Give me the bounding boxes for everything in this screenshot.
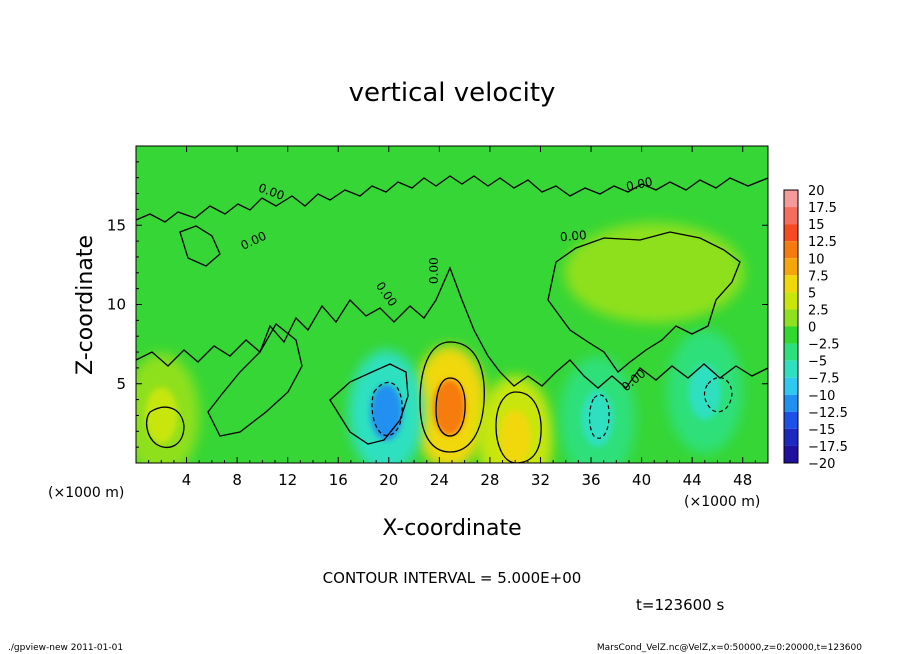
colorbar-swatch [784, 445, 798, 463]
colorbar-swatch [784, 224, 798, 242]
colorbar: 20 17.5 15 12.5 10 7.5 5 2.5 0 −2.5 −5 −7.5 −10 −12.5… [783, 184, 848, 472]
colorbar-swatch [784, 207, 798, 225]
x-tick-label: 44 [683, 471, 702, 489]
colorbar-label: −7.5 [808, 372, 840, 387]
y-tick-label: 15 [107, 216, 126, 234]
contour-east-dome [547, 231, 741, 373]
x-tick-label: 16 [329, 471, 348, 489]
x-unit-right: (×1000 m) [684, 494, 760, 510]
contour-west-negative [371, 381, 403, 437]
plot-area: 0.00 0.00 0.00 0.00 0.00 0.00 0.00 [136, 146, 768, 463]
colorbar-swatch [784, 360, 798, 378]
field-core [433, 379, 466, 436]
colorbar-swatch [784, 275, 798, 293]
y-tick-label: 5 [116, 375, 126, 393]
colorbar-label: −17.5 [808, 440, 848, 455]
contour-core-outer [419, 341, 485, 453]
dashed-contours [371, 376, 733, 439]
colorbar-swatch [784, 394, 798, 412]
x-tick-label: 28 [480, 471, 499, 489]
colorbar-label: 2.5 [808, 303, 829, 318]
x-tick-label: 24 [430, 471, 449, 489]
x-tick-label: 40 [632, 471, 651, 489]
x-tick-label: 8 [232, 471, 242, 489]
x-tick-label: 48 [733, 471, 752, 489]
colorbar-swatch [784, 241, 798, 259]
field-core [581, 390, 614, 447]
colorbar-swatch [784, 411, 798, 429]
colorbar-label: −10 [808, 389, 835, 404]
contour-east-negative [588, 394, 610, 439]
colorbar-frame [783, 189, 799, 464]
y-axis: 5 10 15 [107, 161, 768, 448]
contour-core-inner [435, 377, 466, 437]
contour-label: 0.00 [427, 257, 441, 284]
x-unit-left: (×1000 m) [48, 485, 124, 501]
colorbar-label: −5 [808, 355, 827, 370]
colorbar-swatch [784, 343, 798, 361]
colorbar-label: 10 [808, 252, 825, 267]
contour-west-pocket [179, 225, 221, 267]
colorbar-label: 20 [808, 184, 825, 199]
colorbar-label: −2.5 [808, 338, 840, 353]
colorbar-label: 0 [808, 321, 816, 336]
x-tick-label: 32 [531, 471, 550, 489]
contour-lines [136, 175, 768, 463]
colorbar-swatch [784, 292, 798, 310]
x-tick-label: 20 [379, 471, 398, 489]
x-tick-label: 36 [581, 471, 600, 489]
contour-lower-zero [136, 266, 768, 389]
colorbar-label: −20 [808, 457, 835, 472]
contour-label: 0.00 [559, 228, 587, 244]
contour-label: 0.00 [625, 175, 654, 194]
field-core [499, 409, 532, 463]
colorbar-label: −15 [808, 423, 835, 438]
colorbar-swatch [784, 326, 798, 344]
colorbar-label: −12.5 [808, 406, 848, 421]
contour-mid-lower [329, 363, 409, 445]
colorbar-label: 7.5 [808, 269, 829, 284]
footer-right: MarsCond_VelZ.nc@VelZ,x=0:50000,z=0:2000… [597, 643, 862, 653]
colorbar-swatch [784, 309, 798, 327]
field-dome [564, 222, 745, 323]
contour-west-core [145, 406, 185, 449]
field-core [145, 387, 178, 444]
contour-upper-zero [136, 175, 768, 223]
x-axis: 4 8 12 16 20 24 28 32 36 40 44 48 [148, 146, 756, 489]
field-core [370, 384, 403, 441]
chart-title: vertical velocity [349, 78, 556, 108]
y-axis-label: Z-coordinate [73, 235, 98, 375]
x-axis-label: X-coordinate [382, 516, 521, 541]
x-tick-label: 4 [182, 471, 192, 489]
colorbar-label: 17.5 [808, 201, 837, 216]
colorbar-swatch [784, 258, 798, 276]
colorbar-label: 15 [808, 218, 825, 233]
colorbar-swatch [784, 377, 798, 395]
footer-left: ./gpview-new 2011-01-01 [8, 643, 123, 653]
colorbar-label: 12.5 [808, 235, 837, 250]
colorbar-label: 5 [808, 286, 816, 301]
colorbar-swatch [784, 190, 798, 208]
contour-left-plume [207, 323, 303, 437]
colorbar-swatch [784, 428, 798, 446]
contour-interval: CONTOUR INTERVAL = 5.000E+00 [323, 569, 582, 587]
contour-far-east-negative [703, 376, 733, 413]
x-tick-label: 12 [278, 471, 297, 489]
y-tick-label: 10 [107, 296, 126, 314]
field-blobs [136, 222, 745, 463]
time-label: t=123600 s [636, 596, 724, 614]
